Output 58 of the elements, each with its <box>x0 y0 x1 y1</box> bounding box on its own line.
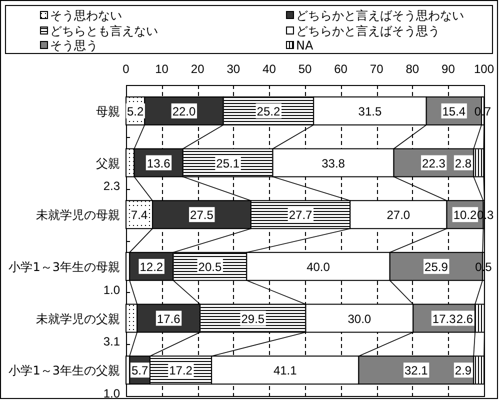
data-label: 0.5 <box>475 260 492 274</box>
data-label: 17.3 <box>432 312 456 326</box>
x-tick-label: 20 <box>190 62 205 76</box>
data-label: 2.6 <box>456 312 474 326</box>
data-label: 25.2 <box>256 104 280 118</box>
data-label: 20.5 <box>198 260 222 274</box>
data-label: 1.0 <box>103 282 120 297</box>
data-label: 0.7 <box>474 104 492 118</box>
x-tick-label: 30 <box>226 62 240 76</box>
data-label: 27.0 <box>386 208 410 222</box>
data-label: 17.2 <box>169 364 193 378</box>
x-tick-label: 50 <box>298 62 312 76</box>
y-tick-label: 小学1～3年生の父親 <box>8 364 120 378</box>
data-label: 17.6 <box>156 312 181 326</box>
data-label: 27.5 <box>190 208 214 222</box>
y-tick-label: 母親 <box>96 104 120 118</box>
x-tick-label: 70 <box>370 62 384 76</box>
data-label: 15.4 <box>442 104 466 118</box>
data-label: 2.8 <box>454 156 472 170</box>
data-label: 1.0 <box>103 386 120 401</box>
x-tick-label: 40 <box>262 62 276 76</box>
x-tick-label: 10 <box>155 62 169 76</box>
data-label: 5.2 <box>126 104 144 118</box>
y-tick-label: 未就学児の父親 <box>36 312 120 326</box>
data-label: 33.8 <box>322 156 346 170</box>
x-tick-label: 90 <box>442 62 456 76</box>
x-tick-label: 0 <box>122 62 130 76</box>
legend-label: そう思わない <box>50 8 122 22</box>
data-label: 2.3 <box>103 179 120 194</box>
y-tick-label: 未就学児の母親 <box>36 208 120 222</box>
legend-label: NA <box>296 38 314 52</box>
data-label: 25.9 <box>424 260 448 274</box>
data-label: 3.1 <box>103 334 120 349</box>
data-label: 31.5 <box>358 104 382 118</box>
data-label: 5.7 <box>131 364 148 378</box>
legend-label: どちらとも言えない <box>50 24 158 38</box>
y-tick-label: 父親 <box>96 156 120 170</box>
data-label: 13.6 <box>146 156 171 170</box>
data-label: 32.1 <box>404 364 428 378</box>
data-label: 25.1 <box>216 156 240 170</box>
data-label: 12.2 <box>140 260 164 274</box>
data-label: 29.5 <box>241 312 265 326</box>
y-tick-label: 小学1～3年生の母親 <box>8 260 120 274</box>
data-label: 41.1 <box>273 364 298 378</box>
data-label: 2.9 <box>454 364 472 378</box>
data-label: 40.0 <box>306 260 330 274</box>
data-label: 7.4 <box>130 208 148 222</box>
x-tick-label: 100 <box>474 62 494 76</box>
legend-label: どちらかと言えばそう思う <box>296 24 440 38</box>
legend-label: そう思う <box>50 38 98 52</box>
legend-label: どちらかと言えばそう思わない <box>296 8 464 22</box>
data-label: 22.0 <box>172 104 196 118</box>
data-label: 30.0 <box>348 312 372 326</box>
x-tick-label: 80 <box>406 62 420 76</box>
data-label: 22.3 <box>422 156 446 170</box>
data-label: 10.2 <box>453 208 478 222</box>
x-tick-label: 60 <box>334 62 348 76</box>
data-label: 27.7 <box>288 208 313 222</box>
